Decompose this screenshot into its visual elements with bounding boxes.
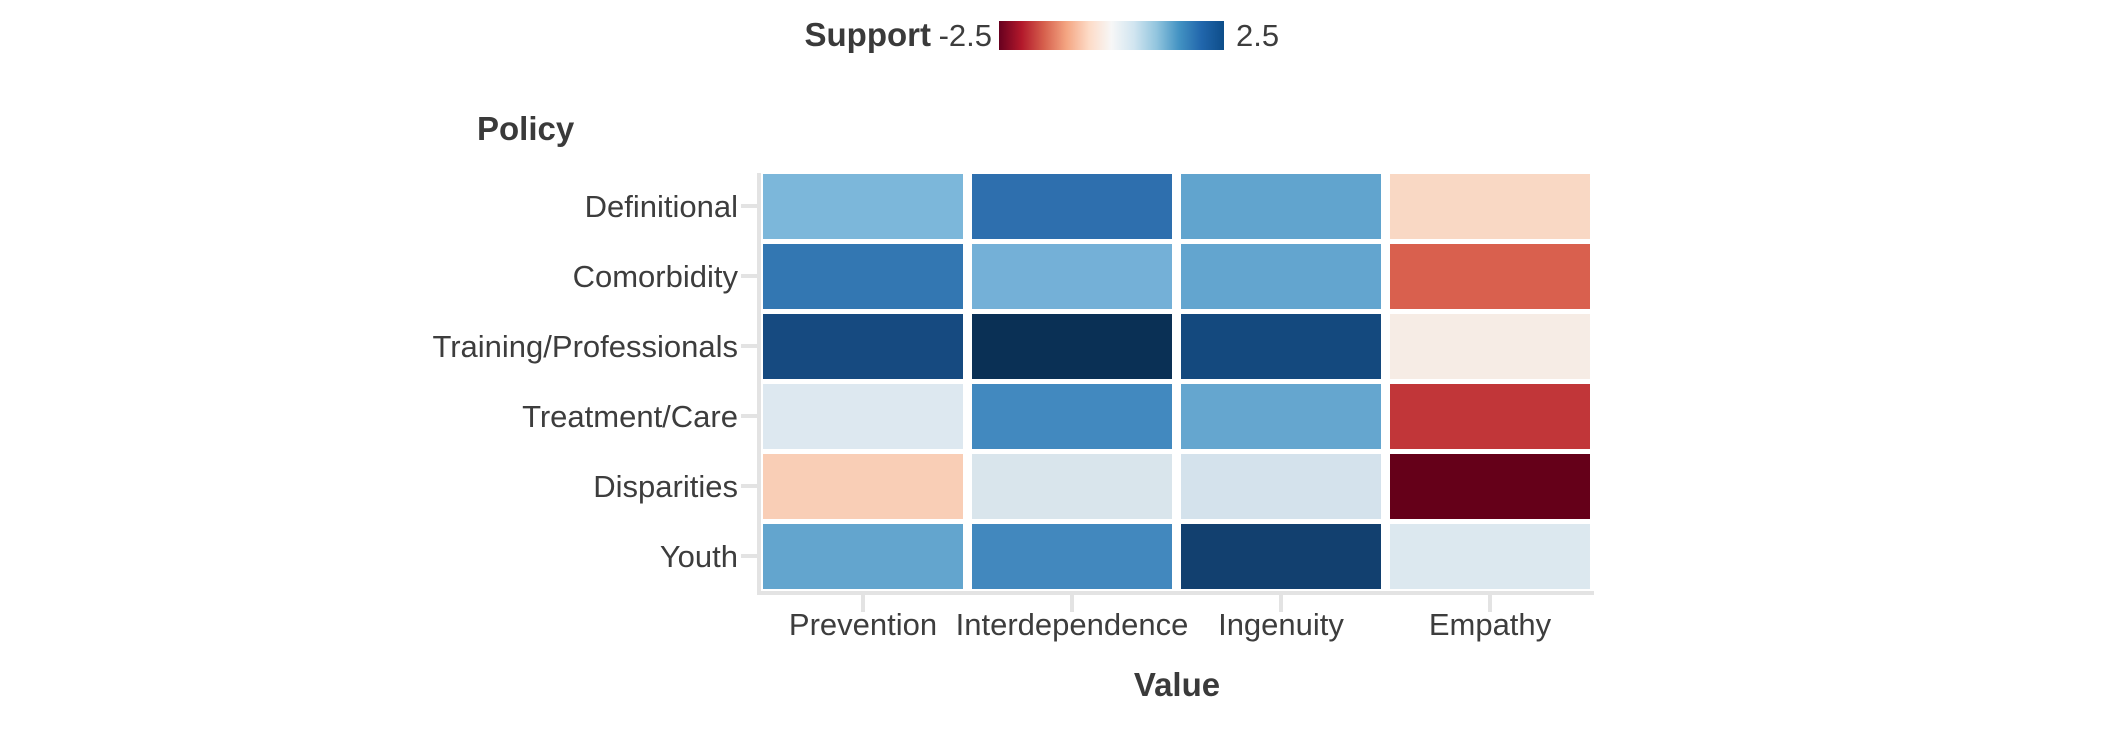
colorbar-max-label: 2.5 (1236, 18, 1280, 53)
heatmap-cell-youth-interdependence (972, 524, 1172, 589)
heatmap-cell-youth-prevention (763, 524, 963, 589)
colorbar-min-label: -2.5 (938, 18, 992, 53)
heatmap-cell-treatment-care-prevention (763, 384, 963, 449)
heatmap-cell-definitional-ingenuity (1181, 174, 1381, 239)
y-tick-training-professionals (741, 344, 757, 348)
heatmap-cell-definitional-interdependence (972, 174, 1172, 239)
colorbar-gradient (999, 21, 1224, 50)
y-axis-title: Policy (477, 110, 575, 147)
col-label-ingenuity: Ingenuity (1218, 607, 1344, 642)
col-label-interdependence: Interdependence (955, 607, 1189, 642)
y-tick-comorbidity (741, 274, 757, 278)
x-tick-empathy (1488, 595, 1492, 612)
heatmap-cell-definitional-prevention (763, 174, 963, 239)
x-axis-title: Value (1133, 666, 1221, 703)
heatmap-cell-definitional-empathy (1390, 174, 1590, 239)
col-label-empathy: Empathy (1428, 607, 1552, 642)
y-axis-line (757, 173, 761, 595)
heatmap-cell-youth-ingenuity (1181, 524, 1381, 589)
heatmap-cell-training-professionals-ingenuity (1181, 314, 1381, 379)
y-tick-treatment-care (741, 414, 757, 418)
x-tick-interdependence (1070, 595, 1074, 612)
heatmap-cell-disparities-empathy (1390, 454, 1590, 519)
y-tick-definitional (741, 204, 757, 208)
heatmap-cell-training-professionals-prevention (763, 314, 963, 379)
x-axis-line (757, 591, 1594, 595)
row-label-comorbidity: Comorbidity (572, 259, 738, 294)
heatmap-cell-youth-empathy (1390, 524, 1590, 589)
heatmap-cell-comorbidity-empathy (1390, 244, 1590, 309)
y-tick-disparities (741, 484, 757, 488)
heatmap-cell-training-professionals-interdependence (972, 314, 1172, 379)
heatmap-cell-treatment-care-ingenuity (1181, 384, 1381, 449)
heatmap-cell-comorbidity-interdependence (972, 244, 1172, 309)
heatmap-cell-comorbidity-prevention (763, 244, 963, 309)
heatmap-cell-disparities-ingenuity (1181, 454, 1381, 519)
legend-title: Support (804, 16, 931, 53)
heatmap-cell-comorbidity-ingenuity (1181, 244, 1381, 309)
row-label-disparities: Disparities (593, 469, 738, 504)
heatmap-cell-disparities-prevention (763, 454, 963, 519)
heatmap-cell-treatment-care-interdependence (972, 384, 1172, 449)
x-tick-ingenuity (1279, 595, 1283, 612)
row-label-youth: Youth (659, 539, 738, 574)
row-label-treatment-care: Treatment/Care (522, 399, 738, 434)
row-label-training-professionals: Training/Professionals (432, 329, 738, 364)
heatmap-cell-treatment-care-empathy (1390, 384, 1590, 449)
y-tick-youth (741, 554, 757, 558)
heatmap-cell-disparities-interdependence (972, 454, 1172, 519)
heatmap-cell-training-professionals-empathy (1390, 314, 1590, 379)
col-label-prevention: Prevention (788, 607, 938, 642)
x-tick-prevention (861, 595, 865, 612)
row-label-definitional: Definitional (584, 189, 738, 224)
